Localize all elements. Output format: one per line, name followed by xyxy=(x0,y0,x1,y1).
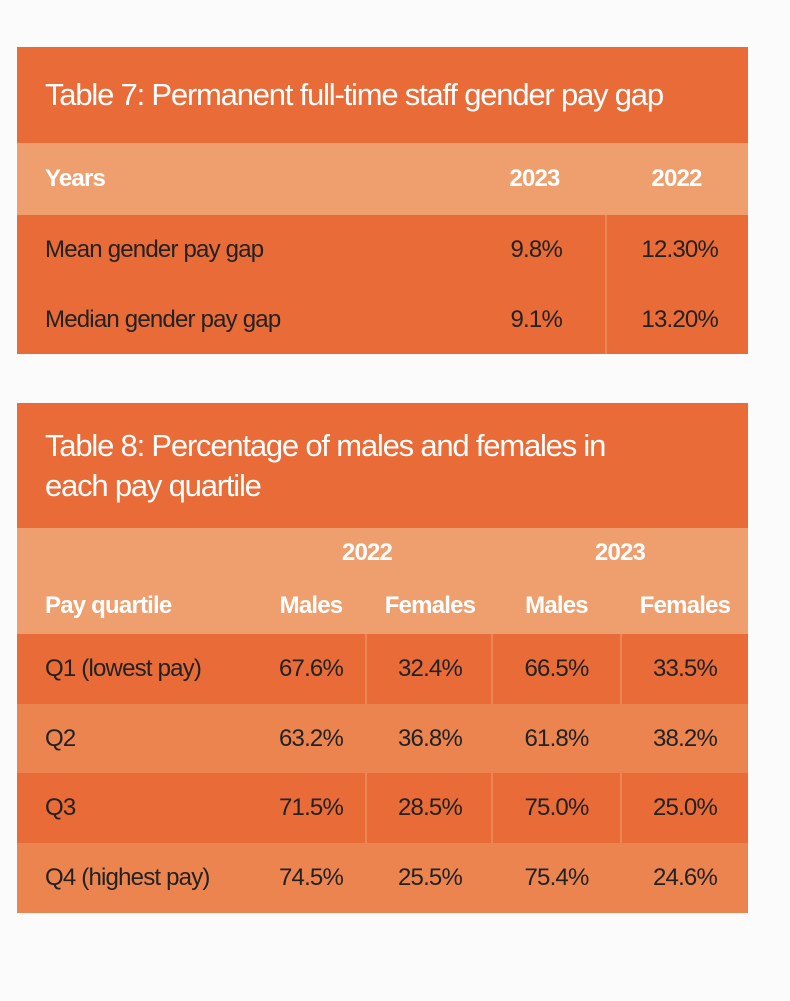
row-label: Q2 xyxy=(45,724,76,752)
table-row: Mean gender pay gap 9.8% 12.30% xyxy=(17,215,748,285)
value-males-2022: 63.2% xyxy=(278,724,344,752)
value-females-2023: 33.5% xyxy=(652,655,718,682)
table-8: Table 8: Percentage of males and females… xyxy=(17,403,748,913)
row-label: Q3 xyxy=(45,794,76,821)
column-divider xyxy=(365,634,367,704)
column-divider xyxy=(491,773,493,843)
value-2023: 9.1% xyxy=(510,305,562,333)
table-8-year-header: 2022 2023 xyxy=(17,528,748,578)
header-year-2022: 2022 xyxy=(341,539,393,566)
value-males-2022: 67.6% xyxy=(278,655,344,682)
value-females-2022: 32.4% xyxy=(397,655,463,682)
value-females-2023: 38.2% xyxy=(652,724,718,752)
value-females-2022: 36.8% xyxy=(397,724,463,752)
value-males-2022: 71.5% xyxy=(278,794,344,821)
row-label: Mean gender pay gap xyxy=(45,236,264,263)
header-males-2022: Males xyxy=(279,592,344,619)
value-2022: 13.20% xyxy=(641,305,718,333)
table-7: Table 7: Permanent full-time staff gende… xyxy=(17,47,748,354)
header-2022: 2022 xyxy=(651,165,702,192)
column-divider xyxy=(620,634,622,704)
value-females-2023: 24.6% xyxy=(652,864,718,891)
value-males-2022: 74.5% xyxy=(278,864,344,891)
value-males-2023: 75.0% xyxy=(524,794,589,821)
table-row: Median gender pay gap 9.1% 13.20% xyxy=(17,285,748,354)
value-males-2023: 66.5% xyxy=(524,655,589,682)
header-females-2023: Females xyxy=(639,592,731,619)
table-row: Q3 71.5% 28.5% 75.0% 25.0% xyxy=(17,773,748,843)
table-7-title: Table 7: Permanent full-time staff gende… xyxy=(45,77,664,112)
value-females-2023: 25.0% xyxy=(652,794,718,821)
value-males-2023: 61.8% xyxy=(524,724,589,752)
table-8-title: Table 8: Percentage of males and females… xyxy=(45,427,606,503)
table-row: Q2 63.2% 36.8% 61.8% 38.2% xyxy=(17,704,748,773)
header-pay-quartile: Pay quartile xyxy=(45,592,172,619)
table-7-header-row: Years 2023 2022 xyxy=(17,143,748,215)
row-label: Q1 (lowest pay) xyxy=(45,655,202,682)
row-label: Median gender pay gap xyxy=(45,305,281,333)
value-females-2022: 25.5% xyxy=(397,864,463,891)
column-divider xyxy=(365,773,367,843)
value-2023: 9.8% xyxy=(510,236,562,263)
header-2023: 2023 xyxy=(509,165,560,192)
table-8-header-row: Pay quartile Males Females Males Females xyxy=(17,578,748,634)
column-divider xyxy=(620,773,622,843)
value-2022: 12.30% xyxy=(641,236,718,263)
header-males-2023: Males xyxy=(525,592,589,619)
header-years: Years xyxy=(45,165,106,192)
header-females-2022: Females xyxy=(384,592,476,619)
table-row: Q1 (lowest pay) 67.6% 32.4% 66.5% 33.5% xyxy=(17,634,748,704)
table-row: Q4 (highest pay) 74.5% 25.5% 75.4% 24.6% xyxy=(17,843,748,913)
column-divider xyxy=(491,634,493,704)
header-year-2023: 2023 xyxy=(594,539,646,566)
row-label: Q4 (highest pay) xyxy=(45,864,210,891)
value-males-2023: 75.4% xyxy=(524,864,589,891)
value-females-2022: 28.5% xyxy=(397,794,463,821)
